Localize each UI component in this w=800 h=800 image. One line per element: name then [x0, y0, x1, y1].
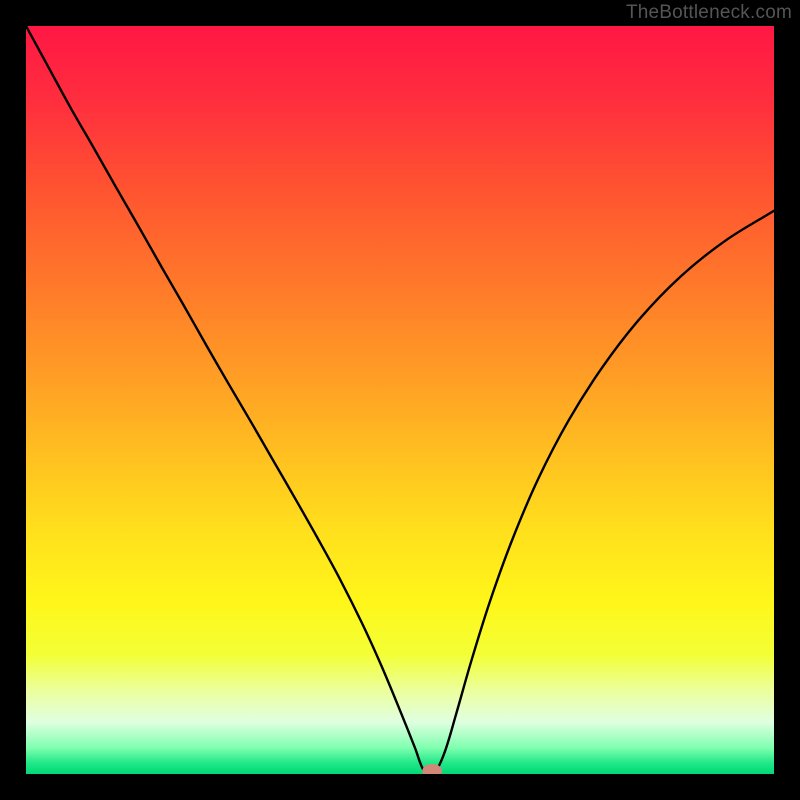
watermark-text: TheBottleneck.com	[626, 2, 792, 24]
bottleneck-chart	[26, 26, 774, 774]
